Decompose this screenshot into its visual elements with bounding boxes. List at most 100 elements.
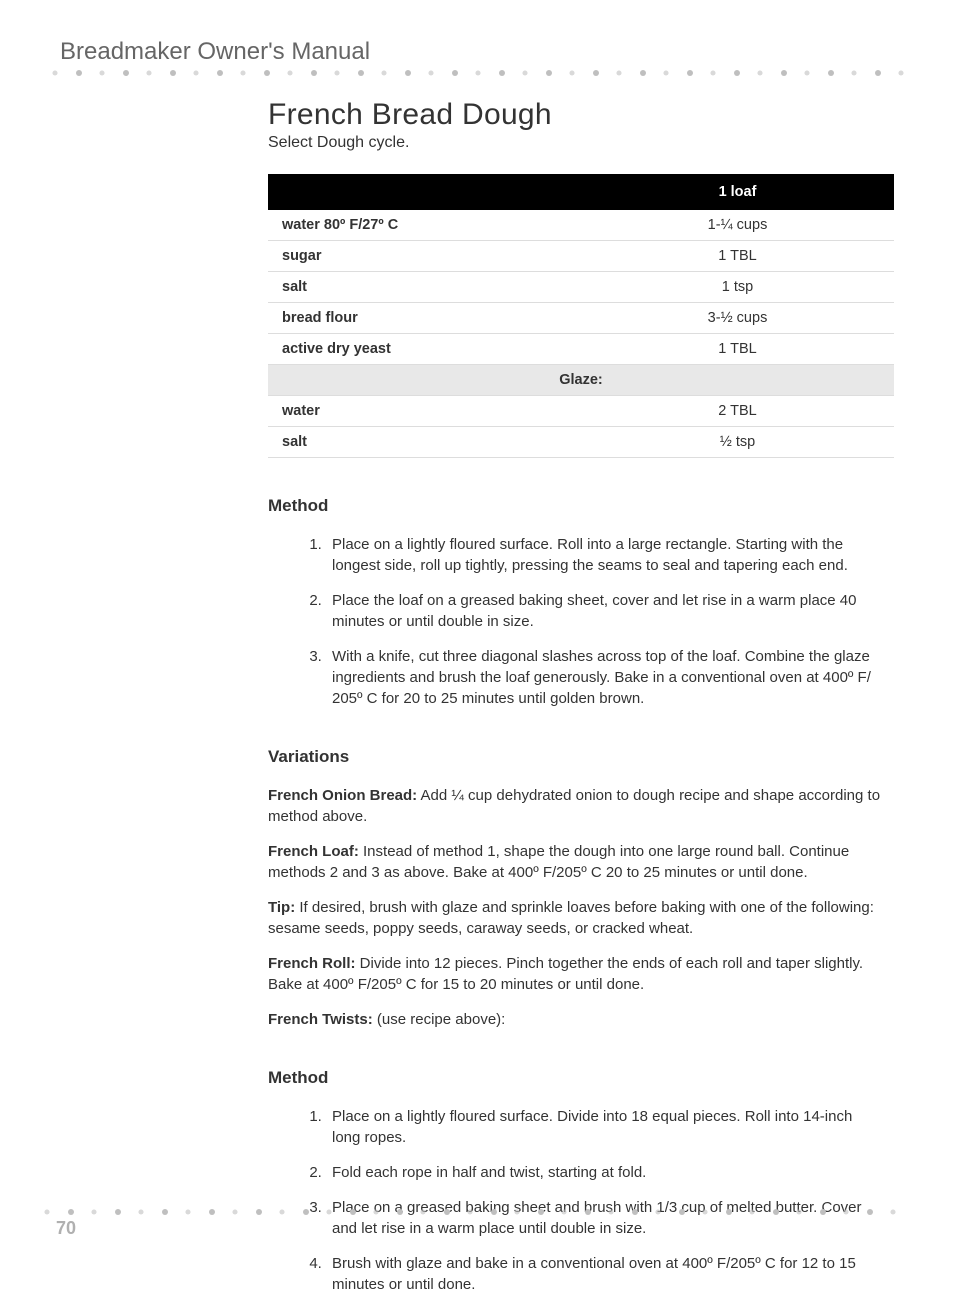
decorative-dot xyxy=(381,70,386,75)
method-step: With a knife, cut three diagonal slashes… xyxy=(326,646,894,709)
decorative-dot xyxy=(593,70,599,76)
decorative-dot xyxy=(867,1209,873,1215)
decorative-dot xyxy=(898,70,903,75)
ingredient-label: sugar xyxy=(268,241,581,272)
decorative-dot xyxy=(546,70,552,76)
decorative-dot xyxy=(561,1209,566,1214)
method-step: Place the loaf on a greased baking sheet… xyxy=(326,590,894,632)
decorative-dot xyxy=(326,1209,331,1214)
decorative-dot xyxy=(538,1209,544,1215)
decorative-dot xyxy=(828,70,834,76)
decorative-dot xyxy=(44,1209,49,1214)
table-row: salt1 tsp xyxy=(268,272,894,303)
decorative-dot xyxy=(373,1209,378,1214)
decorative-dot xyxy=(420,1209,425,1214)
ingredient-label: salt xyxy=(268,272,581,303)
decorative-dot xyxy=(115,1209,121,1215)
decorative-dot xyxy=(428,70,433,75)
decorative-dot xyxy=(710,70,715,75)
decorative-dot xyxy=(311,70,317,76)
table-section-label: Glaze: xyxy=(268,365,894,396)
ingredient-qty: 1-¼ cups xyxy=(581,210,894,241)
decorative-dot xyxy=(123,70,129,76)
method-step: Place on a lightly floured surface. Roll… xyxy=(326,534,894,576)
decorative-dot xyxy=(796,1209,801,1214)
ingredient-qty: 1 tsp xyxy=(581,272,894,303)
decorative-dot xyxy=(843,1209,848,1214)
decorative-dot xyxy=(757,70,762,75)
decorative-dot xyxy=(334,70,339,75)
decorative-dot xyxy=(702,1209,707,1214)
decorative-dot xyxy=(514,1209,519,1214)
decorative-dot xyxy=(632,1209,638,1215)
decorative-dot xyxy=(279,1209,284,1214)
table-row: sugar1 TBL xyxy=(268,241,894,272)
decorative-dot xyxy=(687,70,693,76)
decorative-dot xyxy=(475,70,480,75)
decorative-dot xyxy=(749,1209,754,1214)
decorative-dot xyxy=(99,70,104,75)
variation-paragraph: French Roll: Divide into 12 pieces. Pinc… xyxy=(268,953,894,995)
decorative-dot xyxy=(264,70,270,76)
table-row: bread flour3-½ cups xyxy=(268,303,894,334)
decorative-dot xyxy=(232,1209,237,1214)
ingredients-table: 1 loaf water 80º F/27º C1-¼ cupssugar1 T… xyxy=(268,174,894,458)
decorative-dot xyxy=(875,70,881,76)
decorative-dot xyxy=(522,70,527,75)
decorative-dot xyxy=(162,1209,168,1215)
variation-label: French Onion Bread: xyxy=(268,787,417,804)
table-row: water2 TBL xyxy=(268,396,894,427)
decorative-dot xyxy=(679,1209,685,1215)
decorative-dot xyxy=(585,1209,591,1215)
method-step: Place on a greased baking sheet and brus… xyxy=(326,1197,894,1239)
method2-list: Place on a lightly floured surface. Divi… xyxy=(268,1106,894,1295)
decorative-dot xyxy=(890,1209,895,1214)
decorative-dot xyxy=(499,70,505,76)
table-header-qty: 1 loaf xyxy=(581,174,894,210)
decorative-dot xyxy=(851,70,856,75)
decorative-dot xyxy=(193,70,198,75)
ingredient-label: water xyxy=(268,396,581,427)
decorative-dot xyxy=(491,1209,497,1215)
ingredient-qty: 2 TBL xyxy=(581,396,894,427)
method2-heading: Method xyxy=(268,1068,894,1088)
decorative-dot xyxy=(820,1209,826,1215)
decorative-dot xyxy=(444,1209,450,1215)
recipe-subtitle: Select Dough cycle. xyxy=(268,134,894,152)
variation-paragraph: Tip: If desired, brush with glaze and sp… xyxy=(268,897,894,939)
table-row: active dry yeast1 TBL xyxy=(268,334,894,365)
decorative-dot xyxy=(138,1209,143,1214)
decorative-dot xyxy=(146,70,151,75)
ingredient-qty: 1 TBL xyxy=(581,334,894,365)
decorative-dot xyxy=(185,1209,190,1214)
decorative-dot xyxy=(663,70,668,75)
decorative-dot xyxy=(726,1209,732,1215)
decorative-dot xyxy=(209,1209,215,1215)
method-step: Place on a lightly floured surface. Divi… xyxy=(326,1106,894,1148)
variation-label: French Twists: xyxy=(268,1011,373,1028)
decorative-dot xyxy=(804,70,809,75)
variations-heading: Variations xyxy=(268,747,894,767)
doc-header: Breadmaker Owner's Manual xyxy=(60,38,894,66)
decorative-dot xyxy=(467,1209,472,1214)
method-step: Brush with glaze and bake in a conventio… xyxy=(326,1253,894,1295)
variation-paragraph: French Onion Bread: Add ¼ cup dehydrated… xyxy=(268,785,894,827)
variation-label: French Roll: xyxy=(268,955,356,972)
decorative-dot xyxy=(397,1209,403,1215)
ingredient-label: salt xyxy=(268,427,581,458)
ingredient-label: water 80º F/27º C xyxy=(268,210,581,241)
variation-label: French Loaf: xyxy=(268,843,359,860)
decorative-dot xyxy=(350,1209,356,1215)
decorative-dot xyxy=(256,1209,262,1215)
decorative-dot xyxy=(405,70,411,76)
ingredient-qty: 1 TBL xyxy=(581,241,894,272)
decorative-dot xyxy=(655,1209,660,1214)
decorative-dot xyxy=(640,70,646,76)
decorative-dot xyxy=(734,70,740,76)
method-step: Fold each rope in half and twist, starti… xyxy=(326,1162,894,1183)
table-row: water 80º F/27º C1-¼ cups xyxy=(268,210,894,241)
page-number: 70 xyxy=(56,1218,76,1239)
decorative-dot xyxy=(616,70,621,75)
method1-list: Place on a lightly floured surface. Roll… xyxy=(268,534,894,709)
variation-paragraph: French Loaf: Instead of method 1, shape … xyxy=(268,841,894,883)
